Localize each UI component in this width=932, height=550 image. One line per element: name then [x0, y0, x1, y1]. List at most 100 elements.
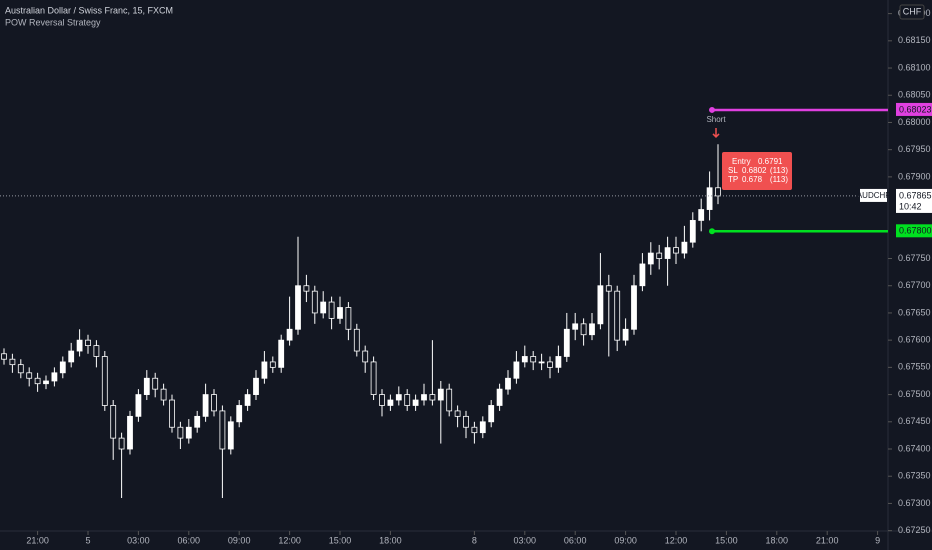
candle-body — [337, 307, 343, 319]
candle-body — [219, 410, 226, 450]
candle-body — [605, 285, 612, 292]
y-tick-label: 0.68150 — [898, 35, 931, 45]
x-tick-label: 8 — [472, 535, 477, 545]
candle-body — [43, 380, 49, 385]
candle-body — [244, 394, 251, 406]
candle-body — [530, 356, 537, 363]
trade-key: TP — [728, 175, 738, 184]
candle-body — [51, 372, 58, 382]
candle-body — [127, 415, 133, 450]
trade-value: 0.6791 — [758, 157, 783, 166]
candle-body — [505, 377, 511, 390]
candle-body — [227, 421, 234, 450]
y-tick-label: 0.67700 — [898, 280, 931, 290]
candle-body — [202, 394, 209, 417]
candle-body — [387, 399, 394, 406]
candle-body — [26, 372, 33, 379]
y-tick-label: 0.67750 — [898, 253, 931, 263]
y-tick-label: 0.67400 — [898, 443, 931, 453]
y-tick-label: 0.67450 — [898, 416, 931, 426]
candle-body — [437, 388, 444, 401]
candle-body — [17, 364, 24, 374]
candle-body — [143, 377, 150, 395]
trade-box — [722, 152, 792, 190]
price-tag — [896, 188, 932, 213]
candle-body — [160, 388, 167, 401]
y-tick-label: 0.68050 — [898, 90, 931, 100]
trade-key: SL — [728, 166, 738, 175]
candle-body — [463, 415, 469, 428]
candle-body — [471, 426, 478, 434]
candle-body — [177, 426, 184, 439]
symbol-tag — [860, 188, 887, 202]
x-tick-label: 18:00 — [379, 535, 402, 545]
candle-body — [261, 361, 268, 379]
x-tick-label: 21:00 — [816, 535, 839, 545]
x-tick-label: 06:00 — [564, 535, 587, 545]
candle-body — [698, 209, 705, 221]
countdown: 10:42 — [899, 201, 922, 211]
candle-body — [689, 220, 696, 243]
y-tick-label: 0.67500 — [898, 389, 931, 399]
candle-body — [572, 323, 579, 330]
trade-key: Entry — [732, 157, 751, 166]
candle-body — [59, 361, 66, 374]
candle-body — [673, 247, 679, 254]
level-dot — [709, 106, 715, 113]
signal-label: Short — [706, 115, 726, 124]
x-tick-label: 21:00 — [26, 535, 49, 545]
candle-body — [496, 388, 503, 406]
candle-body — [521, 356, 528, 363]
candle-body — [286, 328, 293, 341]
x-tick-label: 12:00 — [665, 535, 688, 545]
candle-body — [563, 328, 570, 357]
candle-body — [379, 394, 385, 406]
chart-title: Australian Dollar / Swiss Franc, 15, FXC… — [5, 5, 173, 15]
candle-body — [118, 437, 125, 450]
candle-body — [93, 345, 100, 357]
y-tick-label: 0.67900 — [898, 171, 931, 181]
y-tick-label: 0.67600 — [898, 335, 931, 345]
trade-value: 0.6802 — [742, 166, 767, 175]
candle-body — [34, 377, 41, 385]
x-tick-label: 03:00 — [127, 535, 150, 545]
candle-body — [555, 356, 562, 368]
candle-body — [647, 252, 654, 265]
x-tick-label: 12:00 — [278, 535, 301, 545]
candle-body — [278, 339, 285, 368]
candle-body — [9, 358, 16, 366]
level-tag — [896, 224, 932, 238]
candle-body — [1, 353, 7, 360]
candle-body — [589, 323, 595, 336]
candle-body — [110, 405, 117, 439]
level-dot — [709, 228, 715, 235]
x-tick-label: 03:00 — [514, 535, 537, 545]
candle-body — [479, 421, 486, 434]
signal-arrow — [712, 127, 720, 138]
candle-body — [76, 339, 83, 352]
price-label: 0.67865 — [899, 190, 932, 200]
candle-body — [488, 405, 495, 423]
x-tick-label: 5 — [85, 535, 90, 545]
candle-body — [169, 399, 175, 428]
x-tick-label: 09:00 — [614, 535, 637, 545]
candle-body — [85, 339, 91, 347]
candle-body — [421, 394, 427, 401]
y-tick-label: 0.67650 — [898, 307, 931, 317]
candle-body — [656, 252, 663, 259]
candle-body — [580, 323, 587, 336]
candle-body — [345, 307, 352, 330]
candle-body — [404, 394, 411, 406]
candle-body — [211, 394, 217, 412]
candle-body — [269, 361, 276, 368]
candle-body — [194, 415, 201, 428]
candle-body — [395, 394, 402, 401]
level-label: 0.68023 — [899, 104, 932, 114]
x-tick-label: 09:00 — [228, 535, 251, 545]
x-tick-label: 15:00 — [715, 535, 738, 545]
y-tick-label: 0.67300 — [898, 498, 931, 508]
candle-body — [631, 285, 637, 330]
y-tick-label: 0.68000 — [898, 117, 931, 127]
